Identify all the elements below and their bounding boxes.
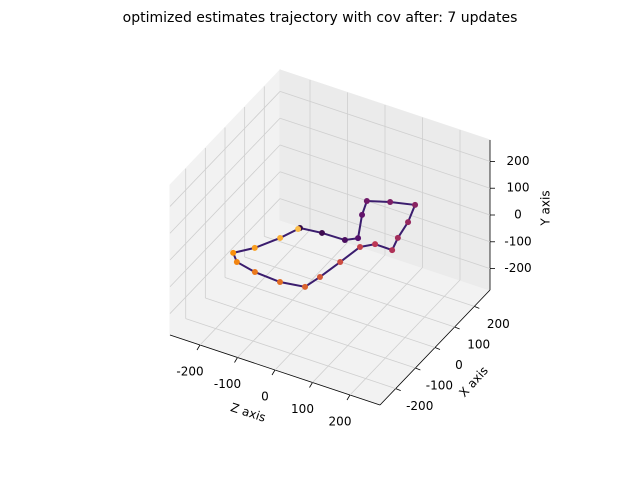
trajectory-point: [363, 198, 370, 205]
trajectory-point: [233, 258, 240, 265]
x-tick-label: 200: [329, 415, 352, 429]
chart-title: optimized estimates trajectory with cov …: [123, 10, 518, 26]
grid-line: [169, 117, 281, 234]
tick-mark: [474, 306, 480, 309]
trajectory-point: [372, 241, 379, 248]
marks: [230, 198, 419, 290]
tick-mark: [346, 394, 351, 401]
trajectory-point: [389, 247, 396, 254]
grid-line: [244, 256, 455, 328]
grid-line: [224, 277, 436, 348]
tick-mark: [415, 367, 421, 371]
grid-line: [169, 198, 281, 314]
trajectory-point: [230, 249, 237, 256]
tick-mark: [309, 382, 313, 388]
grid-line: [279, 117, 491, 189]
grid-line: [185, 318, 396, 389]
trajectory-point: [355, 235, 362, 242]
grid-line: [169, 171, 281, 288]
grid: [169, 80, 495, 406]
tick-mark: [196, 344, 201, 351]
z-tick-label: 200: [507, 154, 530, 168]
grid-line: [279, 91, 491, 162]
x-tick-label: 100: [291, 402, 314, 416]
grid-line: [279, 198, 491, 269]
grid-line: [279, 144, 491, 216]
trajectory-point: [412, 201, 419, 208]
trajectory-point: [316, 273, 323, 280]
trajectory-point: [359, 211, 366, 218]
trajectory-point: [277, 234, 284, 241]
grid-line: [264, 236, 475, 307]
trajectory-point: [394, 234, 401, 241]
trajectory-point: [337, 259, 344, 266]
y-tick-label: -100: [426, 379, 453, 393]
grid-line: [279, 171, 491, 243]
trajectory-point: [319, 229, 325, 236]
trajectory-point: [295, 226, 302, 233]
tick-mark: [454, 326, 460, 330]
y-tick-label: 100: [467, 337, 490, 351]
trajectory-point: [251, 269, 258, 276]
grid-line: [169, 91, 281, 207]
trajectory-point: [251, 244, 258, 251]
tick-mark: [234, 357, 238, 363]
trajectory-point: [405, 219, 412, 226]
z-tick-label: 0: [514, 208, 522, 222]
tick-mark: [271, 369, 276, 376]
x-tick-label: -100: [214, 377, 241, 391]
trajectory-point: [387, 199, 394, 206]
trajectory-point: [357, 243, 364, 250]
grid-line: [205, 297, 416, 369]
z-tick-label: -100: [504, 234, 531, 248]
x-tick-label: -200: [176, 365, 203, 379]
y-tick-label: 200: [487, 317, 510, 331]
tick-mark: [395, 388, 401, 391]
trajectory-point: [302, 283, 309, 290]
grid-line: [169, 144, 281, 261]
z-tick-label: -200: [504, 261, 531, 275]
z-axis-label: Y axis: [539, 190, 553, 226]
tick-mark: [434, 347, 441, 350]
trajectory-point: [276, 279, 283, 286]
z-tick-label: 100: [507, 181, 530, 195]
x-tick-label: 0: [261, 390, 269, 404]
y-tick-label: -200: [406, 399, 433, 413]
y-tick-label: 0: [455, 358, 463, 372]
trajectory-point: [341, 237, 348, 244]
